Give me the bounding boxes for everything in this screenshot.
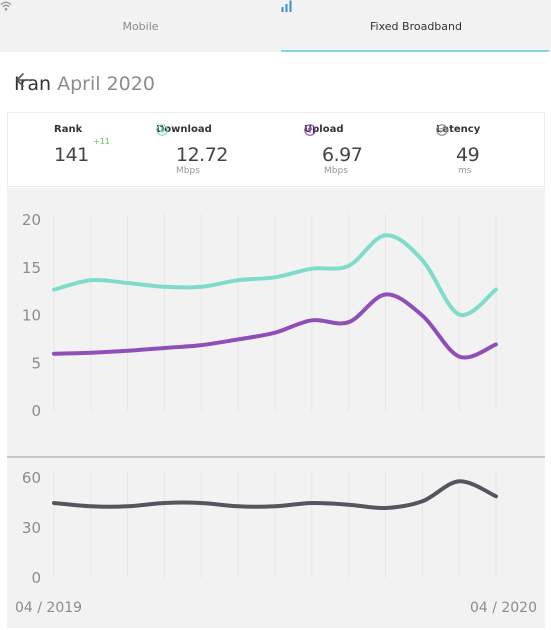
upload-label-row: Upload [304,124,344,136]
upload-series-line [52,292,498,360]
tab-fixed-broadband[interactable]: Fixed Broadband [281,0,551,52]
speed-chart-y-axis: 20 15 10 5 0 [22,211,41,420]
download-label-row: Download [156,124,212,136]
y-tick-label: 5 [31,354,41,372]
y-tick-label: 10 [22,307,41,325]
back-arrow-icon[interactable] [14,70,34,90]
latency-label: Latency [436,124,481,135]
latency-icon [436,124,448,136]
wifi-icon [0,1,12,11]
rank-change-badge: +11 [93,137,110,146]
connection-type-tabs: Mobile Fixed Broadband [0,0,551,52]
latency-chart-gridlines [53,472,497,578]
download-value: 12.72 [176,144,228,166]
y-tick-label: 15 [22,259,41,277]
rank-value: 141 [54,144,89,166]
y-tick-label: 0 [31,402,41,420]
tab-mobile-label: Mobile [122,19,159,33]
upload-value: 6.97 [322,144,363,166]
stat-upload: Upload 6.97 Mbps [304,113,424,188]
download-unit: Mbps [176,166,200,176]
upload-unit: Mbps [324,166,348,176]
speed-chart-gridlines [53,214,497,411]
tab-fixed-broadband-label: Fixed Broadband [370,19,462,33]
speed-latency-charts: 20 15 10 5 0 60 30 0 04 / 2019 04 / 2020 [7,211,545,616]
speed-chart-lines [52,233,498,360]
download-series-line [52,233,498,317]
latency-unit: ms [458,166,472,176]
y-tick-label: 20 [22,211,41,229]
active-tab-indicator [281,50,549,52]
stat-download: Download 12.72 Mbps [156,113,276,188]
page-title: Iran April 2020 [14,70,155,98]
country-name: Iran [14,73,52,95]
tab-mobile[interactable]: Mobile [0,0,281,52]
latency-chart-line [52,479,498,511]
download-icon [156,124,168,136]
y-tick-label: 30 [22,519,41,537]
stats-summary: Rank 141 +11 Download 12.72 Mbps Upload … [7,112,545,187]
latency-series-line [52,479,498,511]
stat-rank: Rank 141 +11 [54,113,174,188]
report-period: April 2020 [57,73,155,95]
chart-panel: 20 15 10 5 0 60 30 0 04 / 2019 04 / 2020 [7,188,545,628]
upload-icon [304,124,316,136]
x-axis-end-label: 04 / 2020 [470,600,537,616]
y-tick-label: 0 [31,569,41,587]
rank-label: Rank [54,124,83,135]
latency-value: 49 [456,144,480,166]
latency-label-row: Latency [436,124,481,136]
signal-bars-icon [281,0,292,12]
y-tick-label: 60 [22,469,41,487]
download-label: Download [156,124,212,135]
upload-label: Upload [304,124,344,135]
latency-chart-y-axis: 60 30 0 [22,469,41,587]
stat-latency: Latency 49 ms [436,113,551,188]
x-axis-start-label: 04 / 2019 [15,600,82,616]
